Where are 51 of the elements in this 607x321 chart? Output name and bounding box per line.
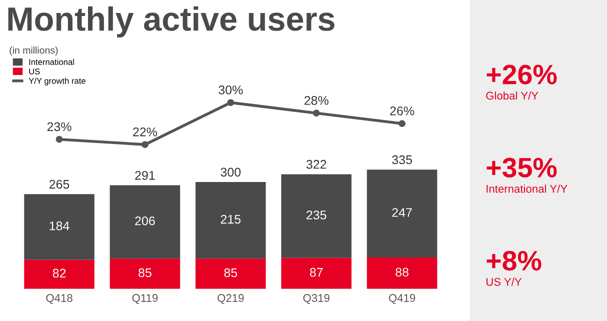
legend-label: International: [29, 58, 74, 65]
x-tick-label: Q219: [218, 294, 244, 304]
data-label: 247: [392, 208, 412, 217]
data-label: 82: [52, 268, 66, 278]
bar: [24, 260, 94, 289]
text: +8%: [486, 250, 542, 271]
point: [141, 141, 148, 148]
point: [227, 99, 234, 106]
bar: [110, 185, 180, 259]
text: +35%: [486, 158, 557, 178]
bar: [196, 182, 266, 259]
data-label: 215: [220, 214, 241, 224]
text: Global Y/Y: [486, 91, 538, 100]
chart-title: Monthly active users: [8, 6, 334, 38]
bar: [366, 170, 438, 258]
x-tick-label: Q319: [303, 294, 330, 304]
total-label: 300: [220, 168, 241, 177]
text: +26%: [486, 64, 557, 84]
point: [312, 110, 320, 117]
total-label: 322: [306, 160, 326, 169]
bar: [281, 258, 352, 289]
data-label: 85: [138, 268, 152, 278]
data-label: 22%: [133, 128, 158, 136]
x-tick-label: Q419: [388, 294, 416, 304]
text: International Y/Y: [486, 184, 568, 193]
legend-label: Y/Y growth rate: [28, 78, 86, 86]
data-label: 26%: [390, 106, 414, 116]
bar: [366, 258, 438, 289]
x-tick-label: Q119: [132, 294, 158, 304]
data-label: 235: [306, 210, 326, 220]
bar: [24, 194, 94, 260]
data-label: 28%: [304, 96, 328, 105]
x-tick-label: Q418: [46, 294, 72, 304]
total-label: 291: [135, 170, 155, 180]
total-label: 265: [49, 180, 70, 189]
data-label: 184: [50, 221, 70, 230]
bar: [281, 174, 352, 258]
data-label: 85: [224, 268, 238, 278]
legend-label: US: [29, 68, 40, 74]
data-label: 88: [396, 268, 408, 277]
bar: [110, 258, 180, 289]
data-label: 30%: [218, 86, 243, 94]
data-label: 206: [135, 216, 155, 226]
point: [56, 136, 63, 143]
bar: [196, 258, 266, 289]
data-label: 23%: [47, 122, 72, 132]
chart-subtitle: (in millions): [10, 46, 58, 56]
text: US Y/Y: [486, 278, 522, 286]
total-label: 335: [392, 155, 412, 164]
data-label: 87: [310, 268, 323, 277]
point: [398, 120, 406, 128]
